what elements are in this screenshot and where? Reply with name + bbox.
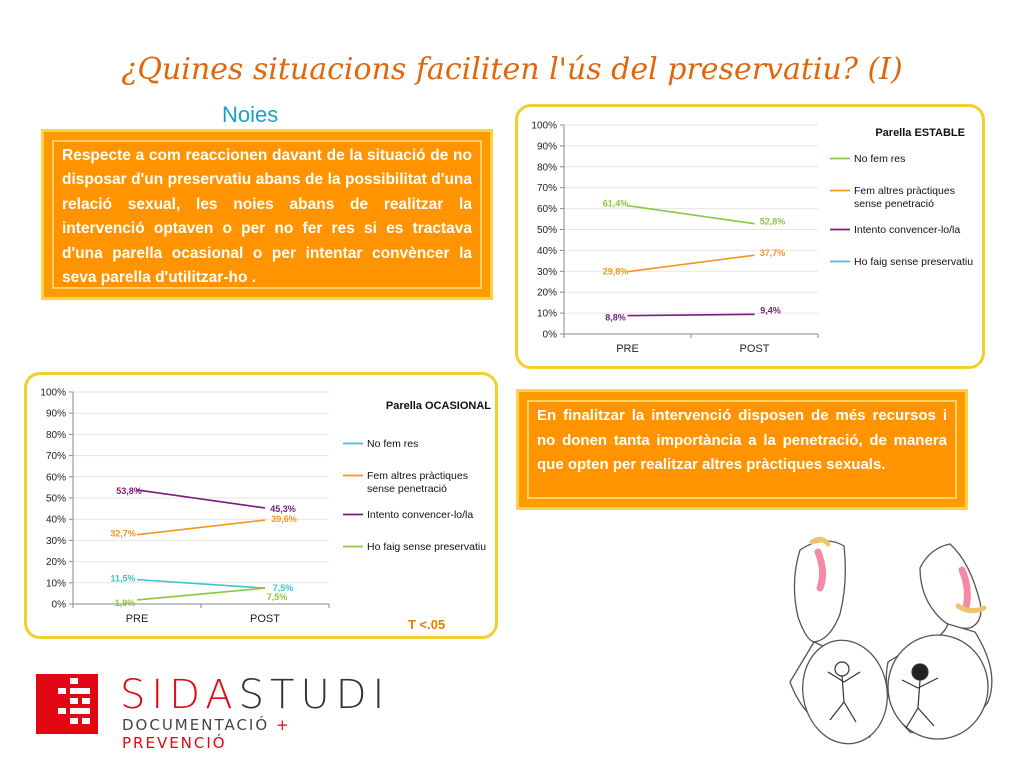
y-tick-label: 70%	[46, 451, 66, 462]
y-tick-label: 100%	[40, 388, 66, 399]
y-tick-label: 40%	[46, 515, 66, 526]
data-label: 37,7%	[760, 248, 786, 258]
intro-text: Respecte a com reaccionen davant de la s…	[52, 140, 482, 289]
series-line	[136, 489, 266, 509]
y-tick-label: 0%	[543, 330, 558, 341]
y-tick-label: 60%	[46, 472, 66, 483]
y-tick-label: 80%	[537, 162, 557, 173]
legend-label: Ho faig sense preservatiu	[854, 256, 973, 268]
y-tick-label: 50%	[537, 225, 557, 236]
legend-label: Fem altres pràctiques	[854, 185, 955, 197]
chart-estable-frame: 0% 10% 20% 30% 40% 50% 60% 70% 80% 90% 100% PRE POST…	[515, 104, 985, 369]
series-line	[136, 519, 266, 536]
conclusion-box: En finalitzar la intervenció disposen de…	[516, 389, 968, 510]
data-label: 1,9%	[115, 598, 136, 608]
series-line	[136, 587, 266, 601]
series-line	[627, 254, 755, 273]
chart-title: Parella ESTABLE	[875, 127, 965, 139]
logo-mark-icon	[36, 674, 98, 734]
x-tick-label: POST	[250, 613, 280, 625]
y-tick-label: 90%	[46, 409, 66, 420]
data-label: 8,8%	[605, 313, 626, 323]
data-label: 61,4%	[603, 199, 629, 209]
legend-label: sense penetració	[367, 483, 447, 495]
data-label: 29,8%	[603, 267, 629, 277]
legend-label: Ho faig sense preservatiu	[367, 541, 486, 553]
logo-brand: SIDASTUDI	[120, 672, 391, 718]
chart-ocasional: 0% 10% 20% 30% 40% 50% 60% 70% 80% 90% 100% PRE POST…	[40, 388, 491, 626]
legend-label: Intento convencer-lo/la	[367, 509, 473, 521]
x-tick-label: PRE	[616, 343, 639, 355]
series-line	[627, 204, 755, 225]
conclusion-text: En finalitzar la intervenció disposen de…	[527, 400, 957, 499]
intro-box: Respecte a com reaccionen davant de la s…	[41, 129, 493, 300]
series-line	[136, 578, 266, 589]
y-tick-label: 50%	[46, 494, 66, 505]
data-label: 53,8%	[116, 486, 142, 496]
y-tick-label: 20%	[537, 288, 557, 299]
condom-dancers-illustration	[789, 536, 993, 745]
chart-title: Parella OCASIONAL	[386, 400, 491, 412]
legend-label: No fem res	[854, 153, 905, 165]
y-tick-label: 60%	[537, 204, 557, 215]
y-tick-label: 30%	[46, 536, 66, 547]
page-subtitle: Noies	[222, 102, 279, 127]
logo-tagline: DOCUMENTACIÓ + PREVENCIÓ	[122, 716, 291, 752]
y-tick-label: 40%	[537, 246, 557, 257]
x-tick-label: PRE	[126, 613, 149, 625]
data-label: 7,5%	[273, 583, 294, 593]
data-label: 45,3%	[270, 504, 296, 514]
series-line	[627, 313, 755, 317]
legend-label: sense penetració	[854, 198, 934, 210]
data-label: 9,4%	[760, 305, 781, 315]
legend-label: No fem res	[367, 438, 418, 450]
data-label: 11,5%	[110, 574, 135, 584]
y-tick-label: 90%	[537, 141, 557, 152]
data-label: 32,7%	[110, 529, 136, 539]
data-label: 7,5%	[267, 592, 288, 602]
y-tick-label: 0%	[52, 600, 67, 611]
y-tick-label: 70%	[537, 183, 557, 194]
y-tick-label: 10%	[537, 309, 557, 320]
chart-estable: 0% 10% 20% 30% 40% 50% 60% 70% 80% 90% 100% PRE POST…	[531, 121, 973, 356]
ttest-label: T <.05	[408, 617, 446, 632]
data-label: 52,8%	[760, 217, 786, 227]
y-tick-label: 10%	[46, 578, 66, 589]
chart-ocasional-frame: 0% 10% 20% 30% 40% 50% 60% 70% 80% 90% 100% PRE POST…	[24, 372, 498, 639]
sidastudi-logo: SIDASTUDI DOCUMENTACIÓ + PREVENCIÓ	[36, 672, 396, 752]
legend-label: Intento convencer-lo/la	[854, 224, 960, 236]
y-tick-label: 30%	[537, 267, 557, 278]
y-tick-label: 80%	[46, 430, 66, 441]
y-tick-label: 20%	[46, 557, 66, 568]
legend-label: Fem altres pràctiques	[367, 470, 468, 482]
x-tick-label: POST	[740, 343, 770, 355]
y-tick-label: 100%	[531, 121, 557, 132]
page-title: ¿Quines situacions faciliten l'ús del pr…	[121, 52, 903, 87]
data-label: 39,6%	[271, 514, 297, 524]
